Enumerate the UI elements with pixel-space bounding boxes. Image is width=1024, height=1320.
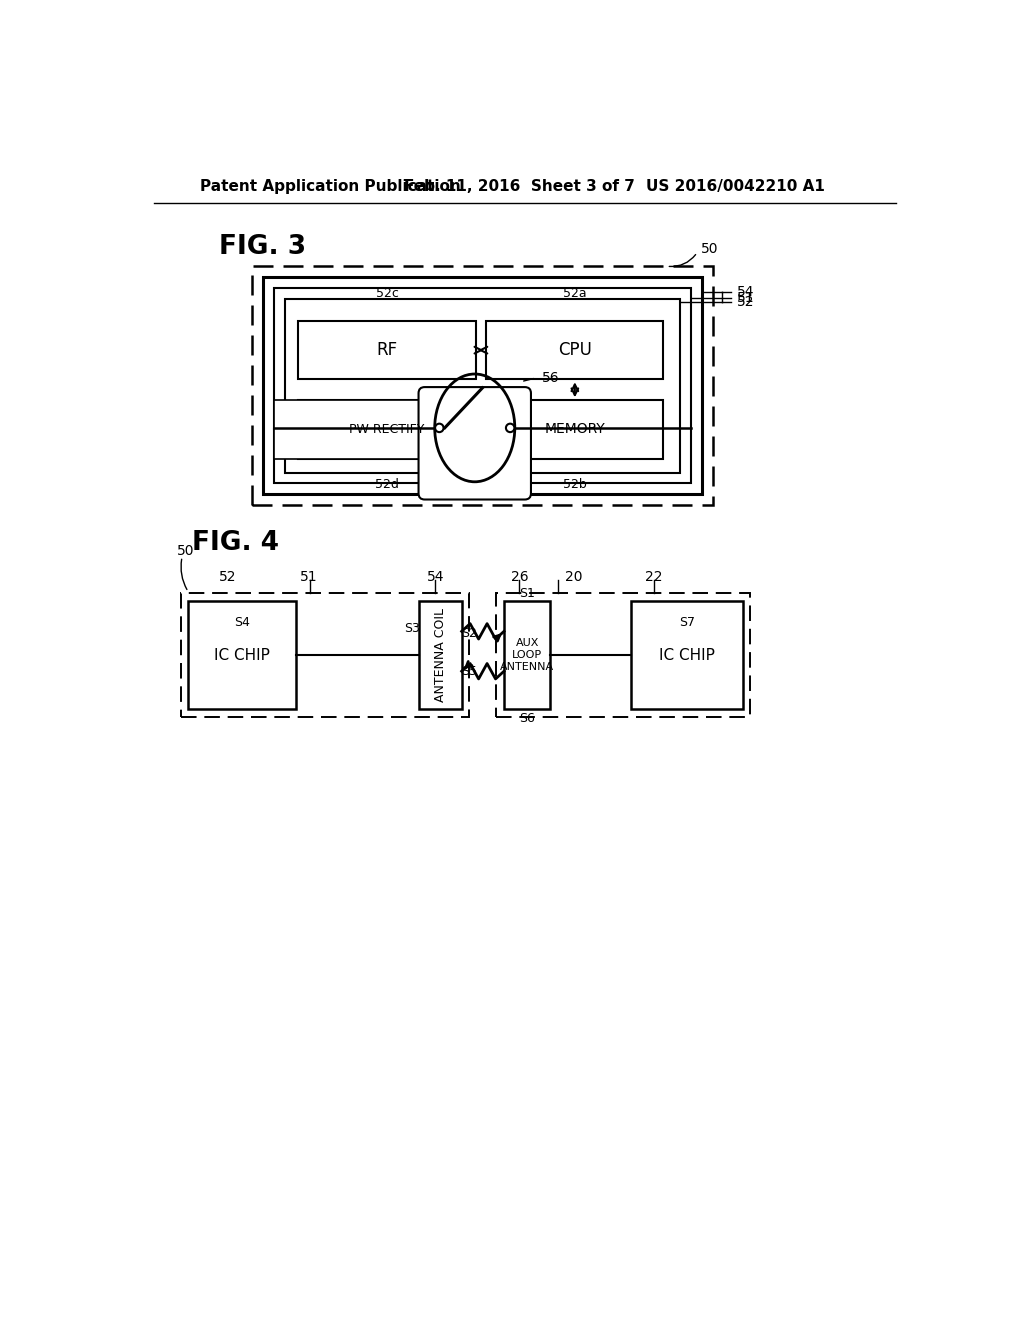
Bar bbox=[504, 601, 550, 709]
Bar bbox=[273, 400, 477, 459]
Text: S4: S4 bbox=[234, 616, 250, 630]
Bar bbox=[273, 288, 691, 483]
Bar bbox=[252, 267, 713, 506]
Bar bbox=[298, 321, 475, 379]
Text: 51: 51 bbox=[300, 569, 317, 583]
Text: 52c: 52c bbox=[376, 288, 398, 301]
Text: IC CHIP: IC CHIP bbox=[659, 648, 715, 663]
Bar bbox=[285, 298, 680, 473]
Text: 56: 56 bbox=[542, 371, 559, 385]
Bar bbox=[486, 321, 664, 379]
Bar bbox=[298, 400, 475, 459]
Text: 52a: 52a bbox=[563, 288, 587, 301]
Text: 54: 54 bbox=[427, 569, 444, 583]
Bar bbox=[180, 594, 469, 717]
Text: S6: S6 bbox=[519, 711, 536, 725]
Text: S7: S7 bbox=[679, 616, 695, 630]
Text: 22: 22 bbox=[645, 569, 663, 583]
Bar bbox=[188, 601, 296, 709]
Text: US 2016/0042210 A1: US 2016/0042210 A1 bbox=[646, 180, 825, 194]
Text: S5: S5 bbox=[462, 665, 477, 677]
Text: S2: S2 bbox=[462, 627, 477, 640]
Text: ANTENNA COIL: ANTENNA COIL bbox=[434, 609, 447, 702]
Bar bbox=[263, 277, 701, 494]
Bar bbox=[419, 601, 462, 709]
Text: PW RECTIFY: PW RECTIFY bbox=[349, 422, 425, 436]
Text: 52: 52 bbox=[219, 569, 237, 583]
Text: Patent Application Publication: Patent Application Publication bbox=[200, 180, 461, 194]
Text: 54: 54 bbox=[737, 285, 755, 300]
Text: 20: 20 bbox=[564, 569, 582, 583]
Circle shape bbox=[435, 424, 443, 432]
Text: RF: RF bbox=[377, 341, 397, 359]
Text: FIG. 3: FIG. 3 bbox=[219, 234, 306, 260]
Text: 51: 51 bbox=[737, 290, 755, 305]
Text: 50: 50 bbox=[701, 243, 719, 256]
Text: IC CHIP: IC CHIP bbox=[214, 648, 270, 663]
Text: 52: 52 bbox=[737, 296, 755, 309]
Text: 52b: 52b bbox=[563, 478, 587, 491]
Circle shape bbox=[506, 424, 514, 432]
Bar bbox=[497, 594, 751, 717]
FancyBboxPatch shape bbox=[419, 387, 531, 499]
Bar bbox=[486, 400, 664, 459]
Text: S3: S3 bbox=[403, 622, 420, 635]
Text: FIG. 4: FIG. 4 bbox=[193, 531, 280, 557]
Text: 52d: 52d bbox=[375, 478, 399, 491]
Text: 50: 50 bbox=[177, 544, 195, 558]
Bar bbox=[631, 601, 742, 709]
Text: MEMORY: MEMORY bbox=[545, 422, 605, 437]
Text: CPU: CPU bbox=[558, 341, 592, 359]
Text: Feb. 11, 2016  Sheet 3 of 7: Feb. 11, 2016 Sheet 3 of 7 bbox=[403, 180, 635, 194]
Text: S1: S1 bbox=[519, 587, 536, 601]
Text: AUX
LOOP
ANTENNA: AUX LOOP ANTENNA bbox=[500, 639, 554, 672]
Text: 26: 26 bbox=[511, 569, 528, 583]
